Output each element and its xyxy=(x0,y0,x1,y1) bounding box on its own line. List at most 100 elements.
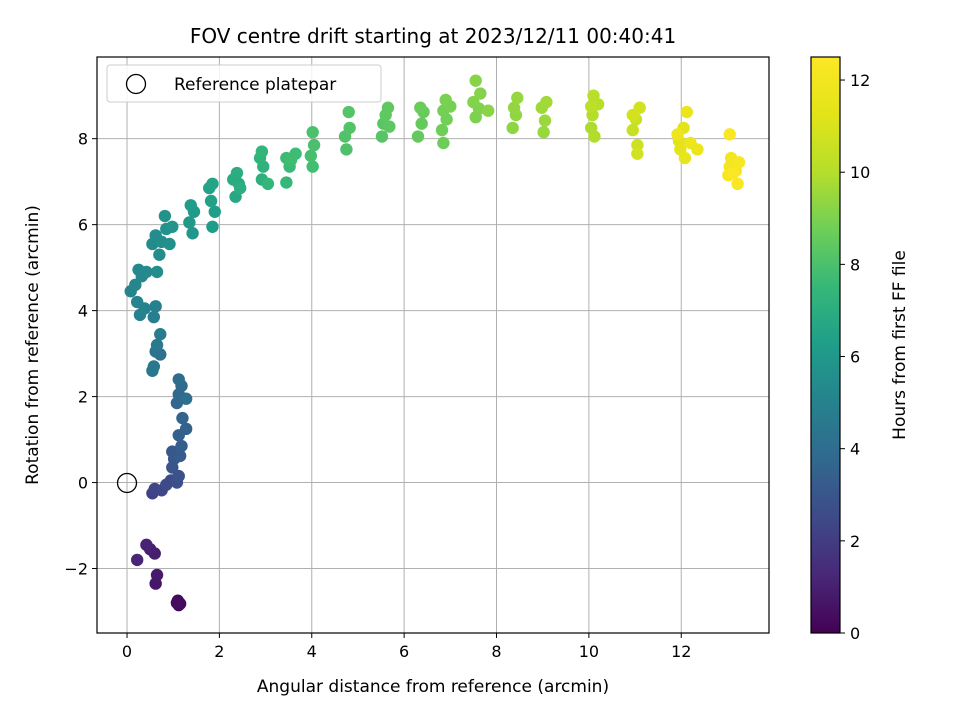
data-point xyxy=(149,300,162,313)
legend: Reference platepar xyxy=(106,64,382,103)
data-point xyxy=(481,104,495,117)
data-points xyxy=(124,74,746,612)
data-point xyxy=(150,568,164,582)
data-point xyxy=(170,596,184,610)
data-point xyxy=(175,439,188,453)
x-axis-ticks: 0 2 4 6 8 10 12 xyxy=(122,633,691,661)
colorbar-tick-label: 2 xyxy=(850,532,860,551)
y-tick-label: 6 xyxy=(78,216,88,235)
data-point xyxy=(684,136,697,150)
data-point xyxy=(304,149,318,163)
data-point xyxy=(415,117,428,130)
chart-title: FOV centre drift starting at 2023/12/11 … xyxy=(190,24,676,48)
y-axis-label: Rotation from reference (arcmin) xyxy=(23,205,43,485)
x-tick-label: 2 xyxy=(214,642,224,661)
data-point xyxy=(206,177,219,191)
data-point xyxy=(172,469,185,483)
data-point xyxy=(129,278,142,292)
data-point xyxy=(147,360,161,373)
x-tick-label: 10 xyxy=(579,642,599,661)
data-point xyxy=(507,101,521,114)
data-point xyxy=(584,100,598,113)
data-point xyxy=(147,310,161,324)
data-point xyxy=(255,145,269,158)
data-point xyxy=(588,130,601,143)
data-point xyxy=(166,220,179,233)
data-point xyxy=(208,205,221,218)
data-point xyxy=(140,265,153,279)
data-point xyxy=(280,176,293,189)
data-point xyxy=(343,121,356,135)
data-point xyxy=(306,160,319,173)
x-axis-label: Angular distance from reference (arcmin) xyxy=(257,677,609,697)
data-point xyxy=(671,128,684,141)
colorbar-tick-label: 12 xyxy=(850,71,870,90)
data-point xyxy=(179,392,193,405)
data-point xyxy=(587,89,600,102)
data-point xyxy=(732,156,746,169)
data-point xyxy=(150,265,164,279)
data-point xyxy=(342,105,355,119)
colorbar-tick-label: 6 xyxy=(850,348,860,367)
data-point xyxy=(631,138,644,152)
data-point xyxy=(626,108,639,122)
colorbar-tick-label: 8 xyxy=(850,255,860,274)
data-point xyxy=(173,449,187,463)
y-tick-label: 0 xyxy=(78,474,88,493)
colorbar-tick-label: 10 xyxy=(850,163,870,182)
data-point xyxy=(506,121,519,135)
data-point xyxy=(383,120,396,133)
data-point xyxy=(511,91,524,105)
data-point xyxy=(179,422,193,436)
data-point xyxy=(186,227,199,240)
y-tick-label: 8 xyxy=(78,130,88,149)
legend-label: Reference platepar xyxy=(174,75,336,95)
colorbar-gradient xyxy=(810,56,841,634)
data-point xyxy=(163,237,176,251)
x-tick-label: 0 xyxy=(122,642,132,661)
legend-marker-open-circle xyxy=(125,73,147,95)
data-point xyxy=(140,538,153,552)
data-point xyxy=(411,130,425,143)
data-point xyxy=(626,123,639,137)
data-point xyxy=(172,373,185,386)
data-point xyxy=(307,138,321,152)
data-point xyxy=(284,153,298,167)
data-point xyxy=(467,95,480,109)
data-point xyxy=(261,177,275,191)
data-point xyxy=(678,151,692,165)
data-point xyxy=(540,95,553,109)
colorbar-tick-label: 4 xyxy=(850,440,860,459)
colorbar-label: Hours from first FF file xyxy=(890,250,910,440)
data-point xyxy=(130,295,144,309)
x-tick-label: 6 xyxy=(399,642,409,661)
data-point xyxy=(731,177,744,191)
data-point xyxy=(306,126,319,139)
x-tick-label: 12 xyxy=(671,642,691,661)
x-tick-label: 4 xyxy=(307,642,317,661)
data-point xyxy=(183,216,196,229)
legend-box xyxy=(106,64,382,103)
data-point xyxy=(230,166,244,180)
colorbar: 0 2 4 6 8 10 12 Hours from first FF file xyxy=(810,56,910,643)
data-point xyxy=(381,101,395,114)
data-point xyxy=(437,136,450,150)
y-tick-label: 4 xyxy=(78,302,88,321)
data-point xyxy=(537,126,550,139)
y-tick-label: 2 xyxy=(78,388,88,407)
data-point xyxy=(375,130,389,143)
data-point xyxy=(538,114,552,127)
data-point xyxy=(154,328,167,341)
data-point xyxy=(723,128,736,141)
data-point xyxy=(414,101,427,114)
data-point xyxy=(176,411,189,425)
y-axis-ticks: −2 0 2 4 6 8 xyxy=(64,130,97,579)
data-point xyxy=(206,220,219,233)
grid xyxy=(97,57,769,633)
data-point xyxy=(150,338,164,352)
colorbar-ticks: 0 2 4 6 8 10 12 xyxy=(840,71,870,643)
data-point xyxy=(130,553,144,567)
data-point xyxy=(439,93,452,107)
data-point xyxy=(631,147,644,160)
